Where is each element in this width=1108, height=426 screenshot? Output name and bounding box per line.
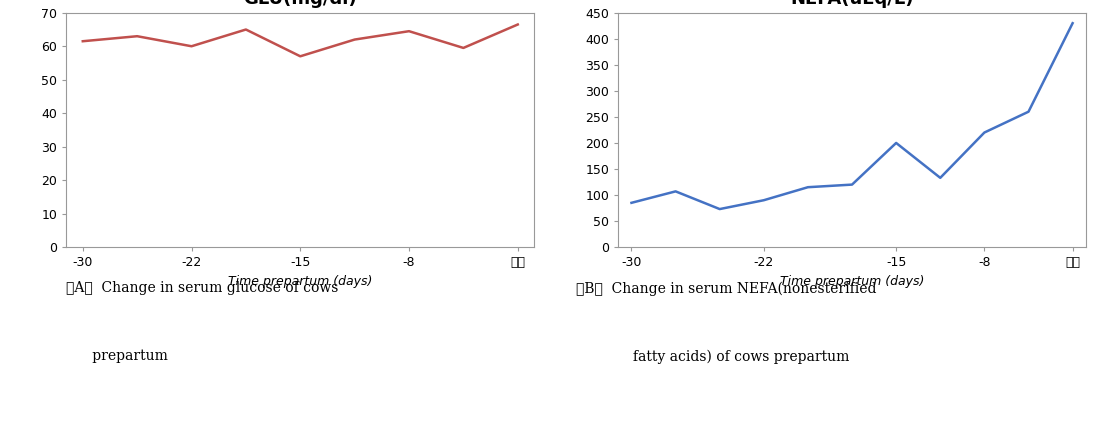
Title: NEFA(uEq/L): NEFA(uEq/L) <box>790 0 914 9</box>
X-axis label: Time prepartum (days): Time prepartum (days) <box>780 275 924 288</box>
Text: fatty acids) of cows prepartum: fatty acids) of cows prepartum <box>576 349 850 364</box>
Text: prepartum: prepartum <box>66 349 168 363</box>
Text: 〈B〉  Change in serum NEFA(nonesterified: 〈B〉 Change in serum NEFA(nonesterified <box>576 281 876 296</box>
X-axis label: Time prepartum (days): Time prepartum (days) <box>228 275 372 288</box>
Text: 〈A〉  Change in serum glucose of cows: 〈A〉 Change in serum glucose of cows <box>66 281 339 295</box>
Title: GLU(mg/dl): GLU(mg/dl) <box>244 0 357 9</box>
